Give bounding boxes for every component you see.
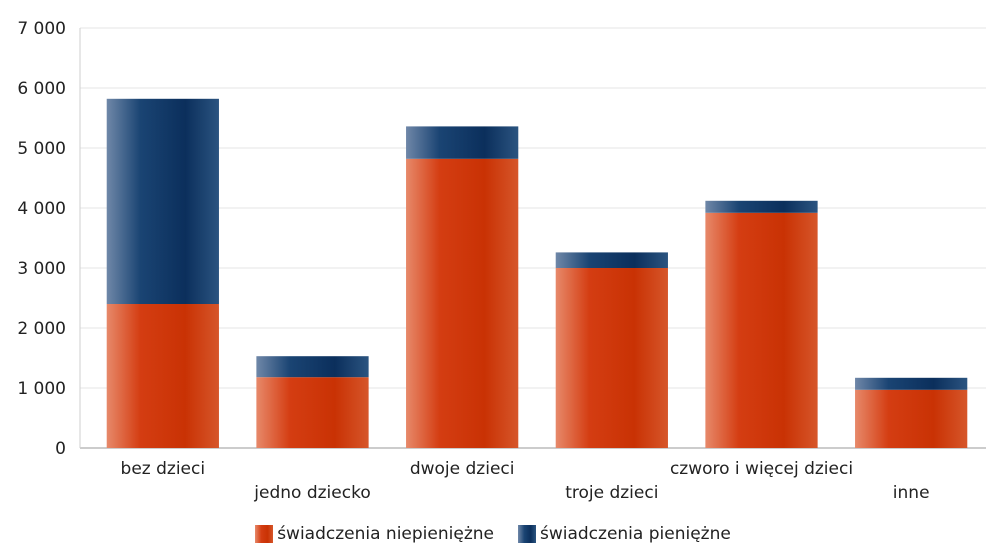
legend-swatch-non-monetary — [255, 525, 274, 543]
legend-label-non-monetary: świadczenia niepieniężne — [277, 524, 494, 544]
bar-monetary — [256, 356, 369, 378]
bar-non-monetary — [406, 158, 519, 449]
bar-non-monetary — [256, 377, 369, 448]
y-axis: 0 1 000 2 000 3 000 4 000 5 000 6 000 7 000 — [17, 19, 81, 459]
x-category-label: troje dzieci — [565, 483, 658, 503]
y-tick-label: 5 000 — [17, 139, 66, 159]
bar-monetary — [705, 200, 818, 213]
bar-monetary — [406, 126, 519, 159]
bar-non-monetary — [855, 389, 968, 448]
y-tick-label: 1 000 — [17, 379, 66, 399]
x-axis-labels: bez dzieci jedno dziecko dwoje dzieci troje… — [121, 459, 930, 503]
x-category-label: dwoje dzieci — [410, 459, 515, 479]
legend: świadczenia niepieniężne świadczenia pie… — [0, 519, 986, 549]
grid-lines — [80, 27, 986, 449]
bars — [106, 98, 968, 449]
legend-item-non-monetary: świadczenia niepieniężne — [255, 524, 494, 544]
x-category-label: czworo i więcej dzieci — [670, 459, 853, 479]
bar-non-monetary — [106, 304, 219, 448]
legend-swatch-monetary — [517, 525, 536, 543]
y-tick-label: 6 000 — [17, 79, 66, 99]
legend-label-monetary: świadczenia pieniężne — [539, 524, 731, 544]
x-category-label: inne — [893, 483, 930, 503]
x-category-label: bez dzieci — [121, 459, 206, 479]
bar-non-monetary — [705, 212, 818, 448]
bar-monetary — [855, 377, 968, 390]
y-tick-label: 0 — [55, 439, 66, 459]
bar-non-monetary — [555, 268, 668, 448]
bar-monetary — [106, 98, 219, 304]
legend-item-monetary: świadczenia pieniężne — [517, 524, 731, 544]
y-tick-label: 7 000 — [17, 19, 66, 39]
y-tick-label: 2 000 — [17, 319, 66, 339]
x-category-label: jedno dziecko — [253, 483, 370, 503]
y-tick-label: 4 000 — [17, 199, 66, 219]
y-tick-label: 3 000 — [17, 259, 66, 279]
bar-monetary — [555, 252, 668, 268]
